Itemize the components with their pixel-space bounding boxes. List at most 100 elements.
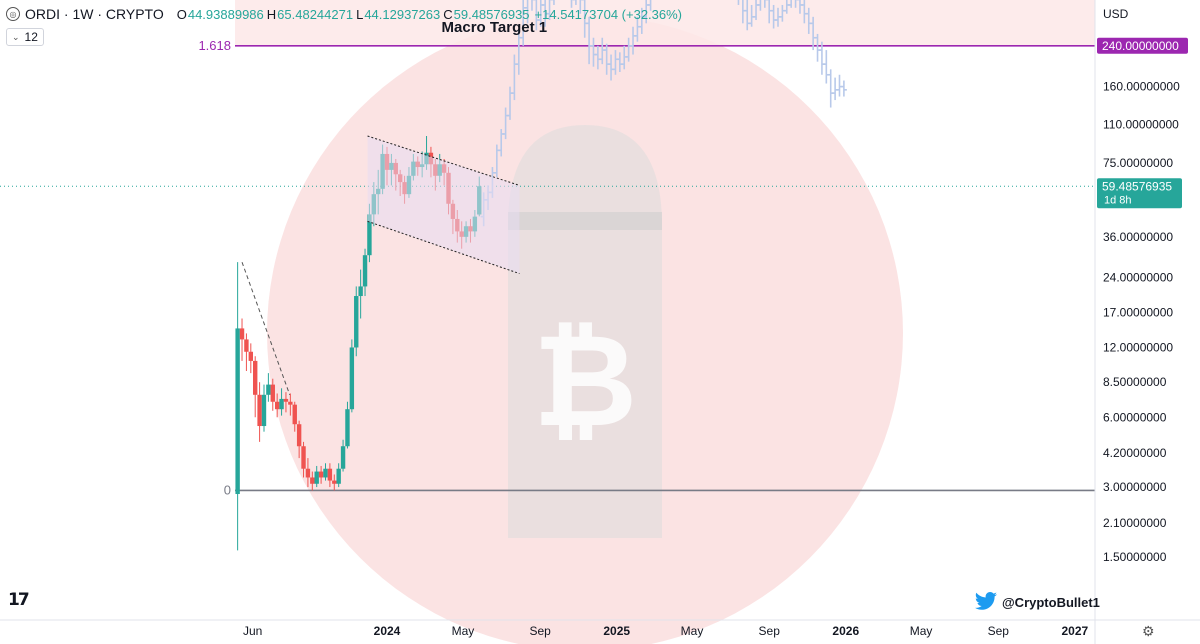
bitcoin-watermark-icon: ₿ <box>267 15 903 644</box>
candle <box>296 420 302 459</box>
candle-body <box>283 398 289 402</box>
candle-body <box>270 384 275 402</box>
candle-body <box>244 339 249 352</box>
fib-level-ratio: 1.618 <box>198 38 231 53</box>
candle <box>279 388 284 416</box>
time-tick-label: 2024 <box>374 624 401 638</box>
candle <box>288 393 293 416</box>
price-tick-label: 36.00000000 <box>1103 230 1173 244</box>
svg-text:₿: ₿ <box>533 307 637 456</box>
projection-bar <box>832 77 839 101</box>
change-value: +14.54173704 (+32.36%) <box>534 6 683 22</box>
projection-bar <box>570 0 575 8</box>
projection-bar <box>836 74 843 97</box>
candle-body <box>358 286 363 297</box>
credit-handle: @CryptoBullet1 <box>1002 594 1100 610</box>
time-tick-label: May <box>910 624 933 638</box>
candle <box>314 465 319 488</box>
candle-body <box>279 398 284 410</box>
projection-bar <box>579 0 584 14</box>
candle <box>301 441 306 478</box>
candle-body <box>274 401 280 410</box>
time-tick-label: Sep <box>988 624 1010 638</box>
candle-body <box>235 328 240 495</box>
price-tick-label: 1.50000000 <box>1103 550 1167 564</box>
candle-body <box>318 471 324 478</box>
chevron-down-icon: ⌄ <box>12 31 20 42</box>
indicators-collapse-button[interactable]: ⌄ 12 <box>6 28 44 46</box>
candle-body <box>354 296 359 348</box>
candle <box>327 463 333 488</box>
candle <box>253 356 258 418</box>
channel-upper-line <box>367 135 520 186</box>
price-tag-text: 240.00000000 <box>1102 39 1179 53</box>
candle <box>292 401 297 432</box>
candle-body <box>362 255 368 287</box>
price-tick-label: 6.00000000 <box>1103 410 1167 424</box>
candle <box>261 384 267 432</box>
projection-bar <box>737 0 740 5</box>
candle <box>244 333 249 371</box>
currency-selector[interactable]: USD <box>1097 4 1197 24</box>
currency-label: USD <box>1103 7 1129 21</box>
current-price-tag-box <box>1097 178 1182 209</box>
candle-body <box>310 477 315 484</box>
candle-body <box>301 446 306 469</box>
open-value: 44.93889986 <box>187 6 264 22</box>
candle <box>235 262 240 551</box>
bar-countdown: 1d 8h <box>1104 194 1132 206</box>
projection-bar <box>524 0 529 24</box>
candle-body <box>323 468 328 478</box>
candle-body <box>288 401 293 405</box>
candle <box>332 474 337 491</box>
price-tick-label: 2.10000000 <box>1103 516 1167 530</box>
time-tick-label: 2026 <box>832 624 859 638</box>
candle <box>270 378 275 411</box>
projection-bar <box>546 0 553 21</box>
projection-bar <box>550 0 555 5</box>
macro-target-label: Macro Target 1 <box>442 19 548 36</box>
bull-flag-channel <box>367 135 520 274</box>
symbol-legend: ◎ ORDI · 1W · CRYPTO O 44.93889986 H 65.48… <box>0 0 682 28</box>
candle-body <box>345 409 350 447</box>
candle <box>239 318 245 361</box>
downtrend-line <box>241 261 291 395</box>
price-tick-label: 17.00000000 <box>1103 305 1173 319</box>
channel-lower-line <box>367 220 520 275</box>
candle-body <box>292 404 297 425</box>
open-label: O <box>176 6 187 22</box>
projection-bar <box>788 0 792 8</box>
close-label: C <box>443 6 453 22</box>
candle-body <box>257 394 262 427</box>
candle-body <box>314 471 319 484</box>
time-tick-label: 2027 <box>1061 624 1088 638</box>
time-tick-label: Sep <box>759 624 781 638</box>
tradingview-logo-icon[interactable]: 17 <box>8 590 30 610</box>
candle-body <box>253 360 258 395</box>
time-tick-label: May <box>452 624 475 638</box>
symbol-title[interactable]: ORDI · 1W · CRYPTO <box>25 6 164 22</box>
candle-body <box>332 480 337 484</box>
close-value: 59.48576935 <box>453 6 530 22</box>
candle <box>323 463 328 481</box>
candle-body <box>266 384 271 395</box>
level-1618-price-tag: 240.00000000 <box>1097 37 1188 54</box>
candle <box>354 286 359 357</box>
projection-bar <box>647 0 652 11</box>
candle-body <box>248 351 254 361</box>
candle-body <box>367 214 372 256</box>
indicators-count: 12 <box>24 30 38 44</box>
settings-gear-icon[interactable]: ⚙ <box>1142 623 1155 639</box>
candle-body <box>336 468 341 484</box>
candle <box>345 401 350 449</box>
price-tick-label: 3.00000000 <box>1103 480 1167 494</box>
price-tick-label: 8.50000000 <box>1103 375 1167 389</box>
price-tick-label: 24.00000000 <box>1103 271 1173 285</box>
price-tick-label: 75.00000000 <box>1103 156 1173 170</box>
candle <box>336 463 341 488</box>
projection-bar <box>823 50 830 84</box>
time-tick-label: Jun <box>243 624 262 638</box>
candle <box>318 465 324 484</box>
